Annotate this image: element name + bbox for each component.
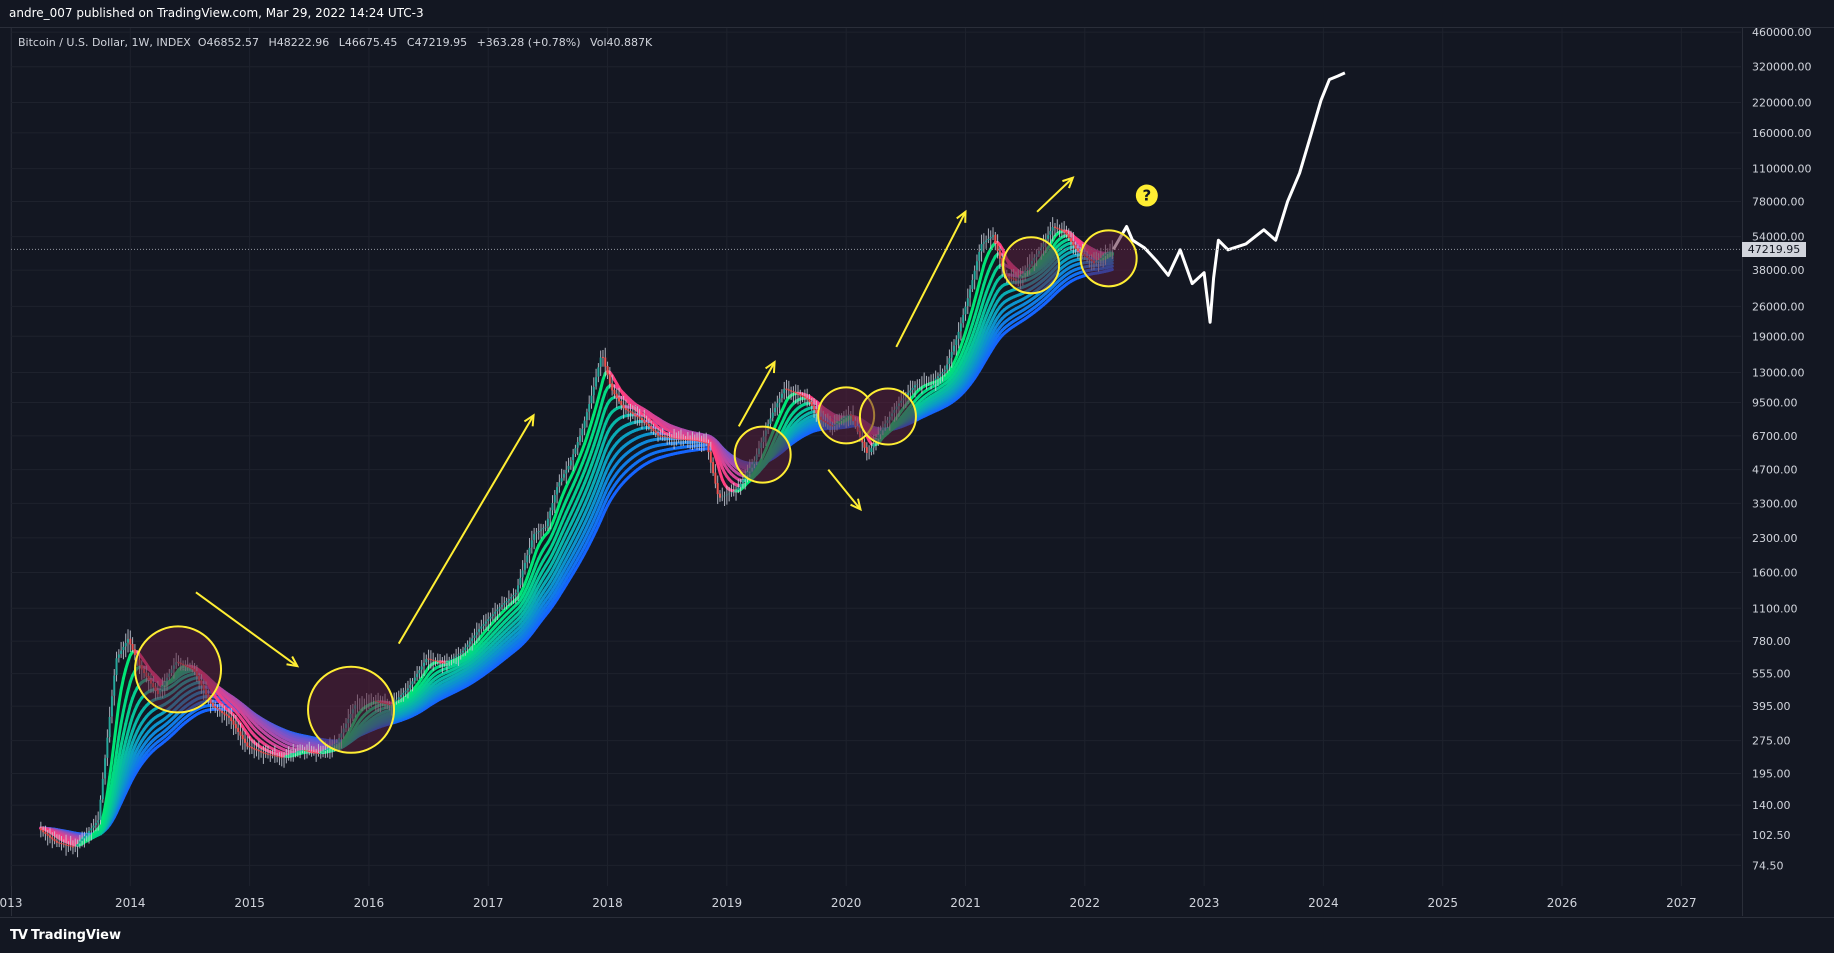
ribbon-ema-segment <box>121 711 123 723</box>
ribbon-ema-segment <box>121 734 123 745</box>
ribbon-ema-segment <box>117 737 119 753</box>
ribbon-ema-segment <box>123 700 125 711</box>
ribbon-ema-segment <box>123 724 125 734</box>
ribbon-ema-segment <box>119 723 121 737</box>
